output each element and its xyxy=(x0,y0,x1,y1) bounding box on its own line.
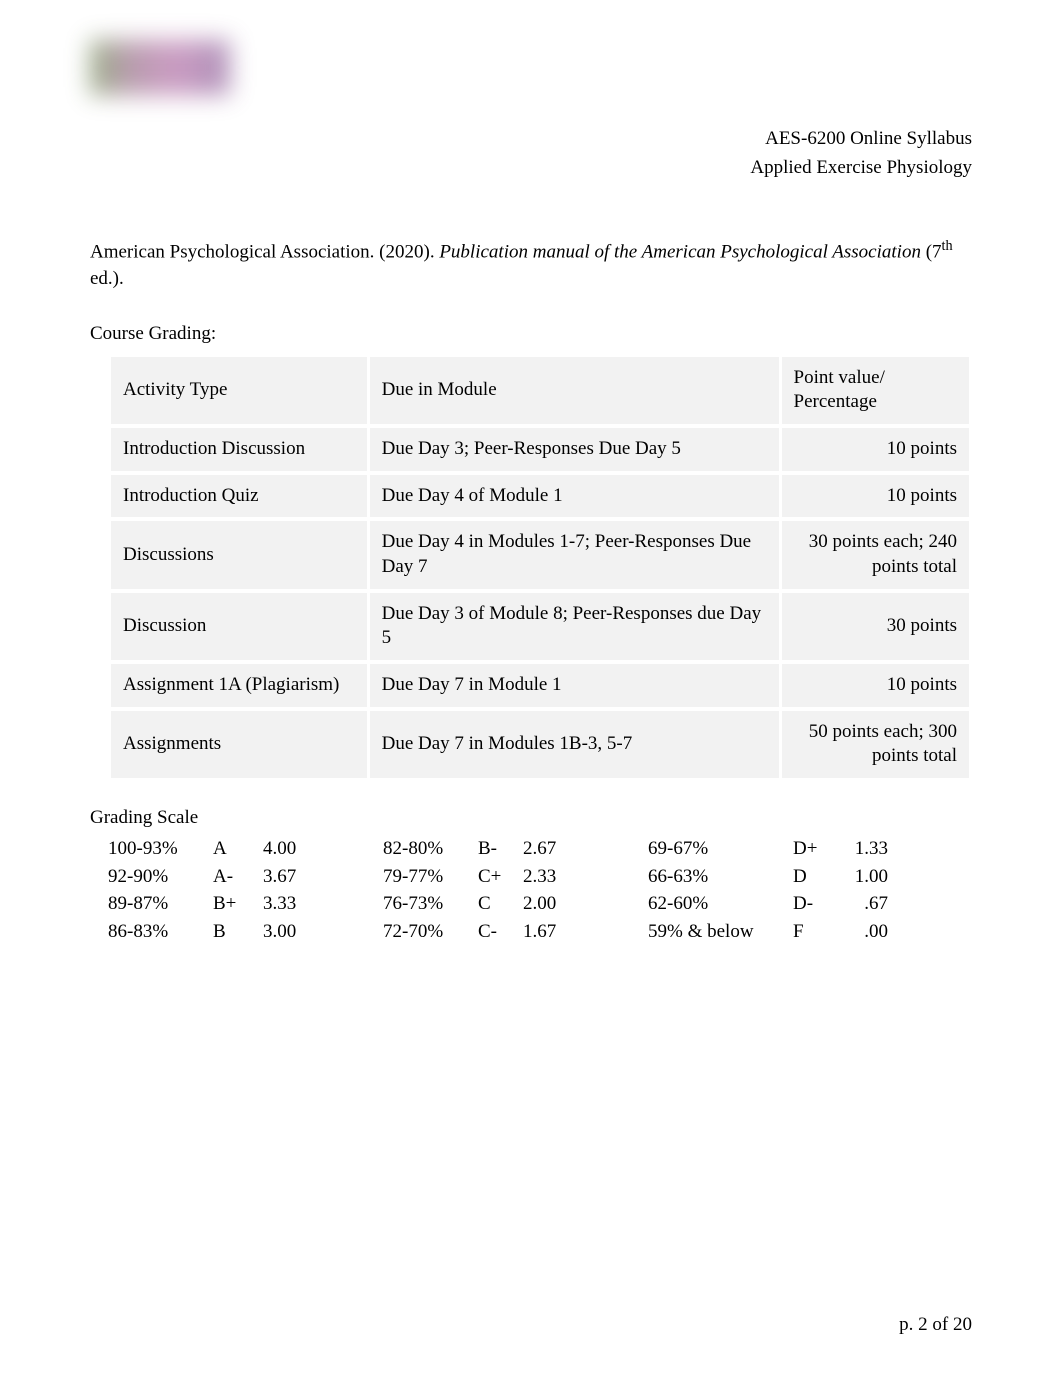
page-number: p. 2 of 20 xyxy=(899,1314,972,1336)
cell-due: Due Day 7 in Modules 1B-3, 5-7 xyxy=(370,711,779,778)
scale-gpa: 1.33 xyxy=(838,835,888,863)
table-row: Discussions Due Day 4 in Modules 1-7; Pe… xyxy=(111,521,969,588)
scale-row: 92-90% A- 3.67 79-77% C+ 2.33 66-63% D 1… xyxy=(108,863,888,891)
scale-gpa: 2.00 xyxy=(523,890,648,918)
logo xyxy=(90,40,230,95)
citation-paragraph: American Psychological Association. (202… xyxy=(90,237,972,293)
scale-letter: D+ xyxy=(793,835,838,863)
scale-letter: B xyxy=(213,918,263,946)
grading-scale-table: 100-93% A 4.00 82-80% B- 2.67 69-67% D+ … xyxy=(108,835,888,946)
table-header-row: Activity Type Due in Module Point value/… xyxy=(111,357,969,424)
scale-pct: 82-80% xyxy=(383,835,478,863)
scale-gpa: 3.00 xyxy=(263,918,383,946)
scale-letter: B- xyxy=(478,835,523,863)
scale-gpa: 2.67 xyxy=(523,835,648,863)
cell-points: 30 points xyxy=(782,593,969,660)
scale-gpa: .67 xyxy=(838,890,888,918)
table-row: Assignments Due Day 7 in Modules 1B-3, 5… xyxy=(111,711,969,778)
scale-pct: 79-77% xyxy=(383,863,478,891)
scale-gpa: 4.00 xyxy=(263,835,383,863)
scale-letter: C+ xyxy=(478,863,523,891)
scale-pct: 59% & below xyxy=(648,918,793,946)
scale-letter: B+ xyxy=(213,890,263,918)
scale-row: 89-87% B+ 3.33 76-73% C 2.00 62-60% D- .… xyxy=(108,890,888,918)
scale-row: 86-83% B 3.00 72-70% C- 1.67 59% & below… xyxy=(108,918,888,946)
scale-gpa: 3.33 xyxy=(263,890,383,918)
scale-pct: 92-90% xyxy=(108,863,213,891)
header-due: Due in Module xyxy=(370,357,779,424)
table-row: Assignment 1A (Plagiarism) Due Day 7 in … xyxy=(111,664,969,707)
scale-letter: C- xyxy=(478,918,523,946)
cell-activity: Assignments xyxy=(111,711,367,778)
cell-activity: Introduction Quiz xyxy=(111,475,367,518)
cell-due: Due Day 4 of Module 1 xyxy=(370,475,779,518)
scale-letter: D xyxy=(793,863,838,891)
cell-points: 30 points each; 240 points total xyxy=(782,521,969,588)
scale-letter: D- xyxy=(793,890,838,918)
scale-letter: A- xyxy=(213,863,263,891)
table-row: Discussion Due Day 3 of Module 8; Peer-R… xyxy=(111,593,969,660)
cell-activity: Introduction Discussion xyxy=(111,428,367,471)
scale-pct: 76-73% xyxy=(383,890,478,918)
cell-due: Due Day 3 of Module 8; Peer-Responses du… xyxy=(370,593,779,660)
scale-heading: Grading Scale xyxy=(90,807,972,829)
cell-points: 50 points each; 300 points total xyxy=(782,711,969,778)
scale-pct: 100-93% xyxy=(108,835,213,863)
header-block: AES-6200 Online Syllabus Applied Exercis… xyxy=(90,125,972,182)
cell-points: 10 points xyxy=(782,664,969,707)
cell-activity: Assignment 1A (Plagiarism) xyxy=(111,664,367,707)
cell-due: Due Day 4 in Modules 1-7; Peer-Responses… xyxy=(370,521,779,588)
grading-table: Activity Type Due in Module Point value/… xyxy=(108,353,972,783)
scale-letter: F xyxy=(793,918,838,946)
scale-gpa: 2.33 xyxy=(523,863,648,891)
header-points: Point value/ Percentage xyxy=(782,357,969,424)
table-row: Introduction Discussion Due Day 3; Peer-… xyxy=(111,428,969,471)
scale-pct: 89-87% xyxy=(108,890,213,918)
scale-pct: 86-83% xyxy=(108,918,213,946)
scale-letter: A xyxy=(213,835,263,863)
scale-gpa: .00 xyxy=(838,918,888,946)
course-code: AES-6200 Online Syllabus xyxy=(90,125,972,154)
cell-activity: Discussions xyxy=(111,521,367,588)
scale-gpa: 3.67 xyxy=(263,863,383,891)
scale-row: 100-93% A 4.00 82-80% B- 2.67 69-67% D+ … xyxy=(108,835,888,863)
course-name: Applied Exercise Physiology xyxy=(90,154,972,183)
grading-heading: Course Grading: xyxy=(90,323,972,345)
header-activity: Activity Type xyxy=(111,357,367,424)
citation-italic: Publication manual of the American Psych… xyxy=(439,241,925,262)
cell-points: 10 points xyxy=(782,428,969,471)
scale-pct: 72-70% xyxy=(383,918,478,946)
citation-prefix: American Psychological Association. (202… xyxy=(90,241,439,262)
cell-due: Due Day 3; Peer-Responses Due Day 5 xyxy=(370,428,779,471)
scale-letter: C xyxy=(478,890,523,918)
scale-gpa: 1.67 xyxy=(523,918,648,946)
scale-pct: 69-67% xyxy=(648,835,793,863)
scale-pct: 66-63% xyxy=(648,863,793,891)
cell-activity: Discussion xyxy=(111,593,367,660)
scale-pct: 62-60% xyxy=(648,890,793,918)
cell-points: 10 points xyxy=(782,475,969,518)
citation-edition-close: ed.). xyxy=(90,268,124,289)
citation-edition-open: (7 xyxy=(926,241,942,262)
cell-due: Due Day 7 in Module 1 xyxy=(370,664,779,707)
table-row: Introduction Quiz Due Day 4 of Module 1 … xyxy=(111,475,969,518)
citation-sup: th xyxy=(942,238,953,254)
scale-gpa: 1.00 xyxy=(838,863,888,891)
